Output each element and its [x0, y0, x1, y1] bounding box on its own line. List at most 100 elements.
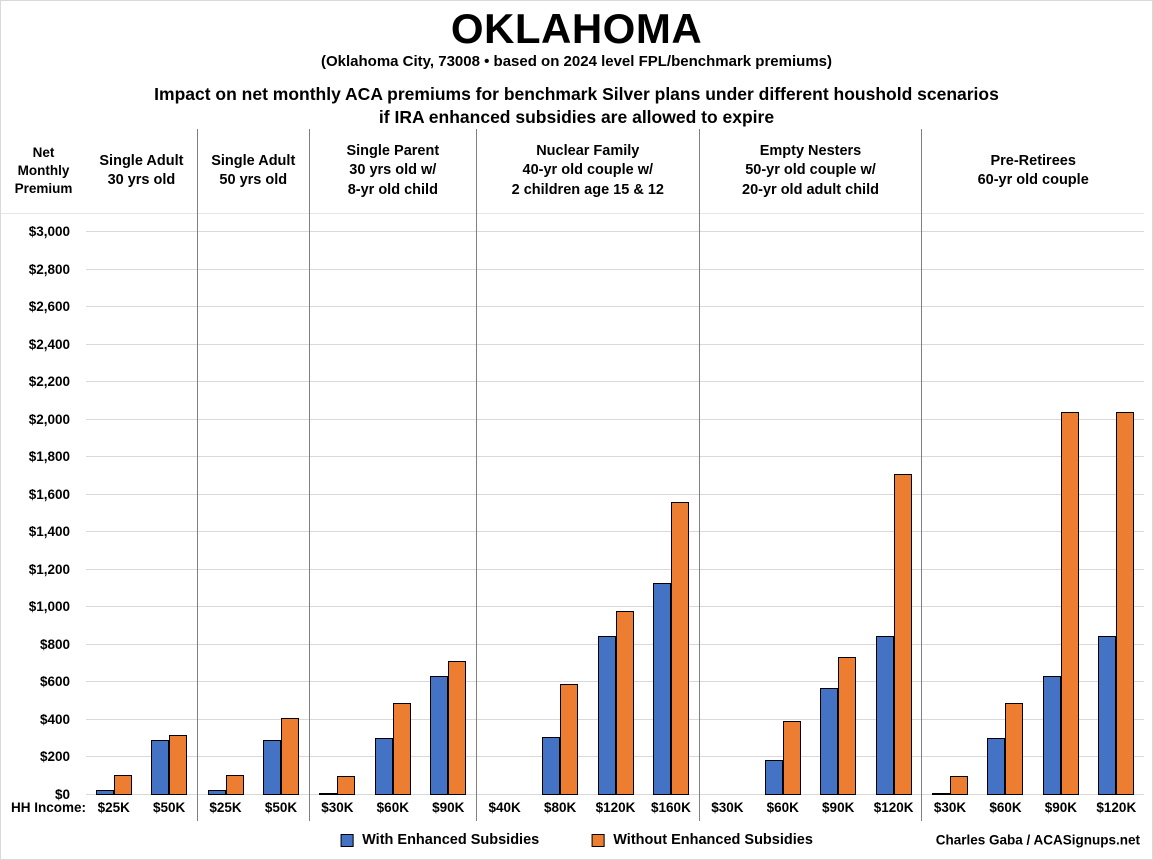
gridline [309, 343, 476, 345]
bar-group [643, 214, 698, 795]
income-label: $30K [321, 800, 354, 815]
gridline [699, 643, 922, 645]
credit: Charles Gaba / ACASignups.net [935, 832, 1140, 848]
gridline [86, 231, 197, 233]
scenario-panel: Single Parent 30 yrs old w/8-yr old child… [308, 129, 476, 821]
legend-swatch-blue-icon [340, 833, 354, 847]
bar-without-enhanced-subsidies [1116, 412, 1135, 795]
scenario-title-line: Single Parent [346, 142, 440, 159]
bar-group [253, 214, 308, 795]
bar-group [866, 214, 921, 795]
gridline [86, 568, 197, 570]
y-axis-tick-label: $600 [39, 674, 70, 690]
bar-without-enhanced-subsidies [169, 734, 188, 795]
gridline [476, 418, 699, 420]
scenario-title-line: 2 children age 15 & 12 [511, 181, 664, 198]
bar-without-enhanced-subsidies [782, 720, 801, 795]
gridline [476, 456, 699, 458]
scenario-title: Single Parent 30 yrs old w/8-yr old child [310, 129, 476, 213]
gridline [476, 343, 699, 345]
gridline [476, 681, 699, 683]
income-label-row: $30K $60K $90K $120K [922, 795, 1144, 821]
scenario-title: Empty Nesters 50-yr old couple w/20-yr ol… [700, 129, 922, 213]
chart-footer: With Enhanced Subsidies Without Enhanced… [1, 823, 1152, 857]
income-label: $30K [933, 800, 967, 815]
gridline [197, 231, 309, 233]
y-axis-tick-label: $1,800 [28, 449, 70, 465]
bar-group [810, 214, 865, 795]
gridline [86, 756, 197, 758]
chart-heading-line2: if IRA enhanced subsidies are allowed to… [378, 107, 775, 127]
gridline [922, 343, 1145, 345]
gridline [699, 756, 922, 758]
gridline [476, 381, 699, 383]
gridline [699, 418, 922, 420]
income-label: $50K [152, 800, 186, 815]
bar-with-enhanced-subsidies [932, 793, 951, 795]
gridline [922, 681, 1145, 683]
gridline [197, 493, 309, 495]
scenario-panel: Nuclear Family 40-yr old couple w/2 child… [475, 129, 699, 821]
gridline [922, 531, 1145, 533]
bar-without-enhanced-subsidies [950, 776, 969, 795]
bar-group [1089, 214, 1144, 795]
legend-label-with-enhanced: With Enhanced Subsidies [362, 832, 540, 848]
bar-groups [310, 214, 476, 795]
gridline [86, 343, 197, 345]
y-axis-tick-label: $1,200 [28, 561, 70, 577]
y-axis-tick-label: $1,600 [28, 486, 70, 502]
gridline [699, 794, 922, 795]
gridline [86, 718, 197, 720]
y-axis-tick-area: $0 $200 $400 $600 $800 $1,000 $1,200 $1,400 $1,6… [1, 213, 86, 802]
gridline [699, 493, 922, 495]
gridline [197, 756, 309, 758]
plot-area [86, 213, 197, 795]
income-label: $90K [1044, 800, 1078, 815]
income-label-row: $40K $80K $120K $160K [477, 795, 699, 821]
bar-without-enhanced-subsidies [838, 657, 857, 795]
bar-with-enhanced-subsidies [374, 737, 393, 795]
y-axis-tick-label: $2,000 [28, 411, 70, 427]
gridline [309, 456, 476, 458]
income-label: $90K [822, 800, 855, 815]
hh-income-label: HH Income: [10, 800, 86, 815]
bar-with-enhanced-subsidies [207, 790, 226, 795]
income-label: $40K [488, 800, 521, 815]
income-label: $120K [873, 800, 914, 815]
gridline [476, 306, 699, 308]
gridline [922, 456, 1145, 458]
gridline [699, 531, 922, 533]
gridline [476, 231, 699, 233]
gridline [476, 493, 699, 495]
gridline [699, 681, 922, 683]
gridline [86, 794, 197, 795]
gridline [699, 231, 922, 233]
bar-group [365, 214, 420, 795]
y-axis-tick-label: $1,000 [28, 599, 70, 615]
scenario-panel: Single Adult 50 yrs old $25K $50K [196, 129, 309, 821]
gridline [309, 681, 476, 683]
gridline [197, 306, 309, 308]
gridline [922, 718, 1145, 720]
scenario-panel: Single Adult 30 yrs old $25K $50K [86, 129, 197, 821]
gridline [922, 794, 1145, 795]
gridline [476, 643, 699, 645]
bar-group [1033, 214, 1088, 795]
scenario-panel: Empty Nesters 50-yr old couple w/20-yr ol… [698, 129, 922, 821]
bar-groups [700, 214, 922, 795]
bar-without-enhanced-subsidies [615, 611, 634, 795]
bar-with-enhanced-subsidies [764, 760, 783, 795]
gridline [922, 606, 1145, 608]
bar-group [922, 214, 977, 795]
gridline [699, 606, 922, 608]
gridline [309, 643, 476, 645]
gridline [86, 306, 197, 308]
legend-item-without-enhanced: Without Enhanced Subsidies [591, 832, 813, 848]
scenario-title-line: 30 yrs old w/ [349, 162, 437, 179]
gridline [197, 531, 309, 533]
scenario-title-line: Empty Nesters [759, 142, 862, 159]
bar-without-enhanced-subsidies [225, 775, 244, 795]
chart-title: OKLAHOMA [450, 5, 703, 52]
y-axis-tick-label: $2,400 [28, 336, 70, 352]
